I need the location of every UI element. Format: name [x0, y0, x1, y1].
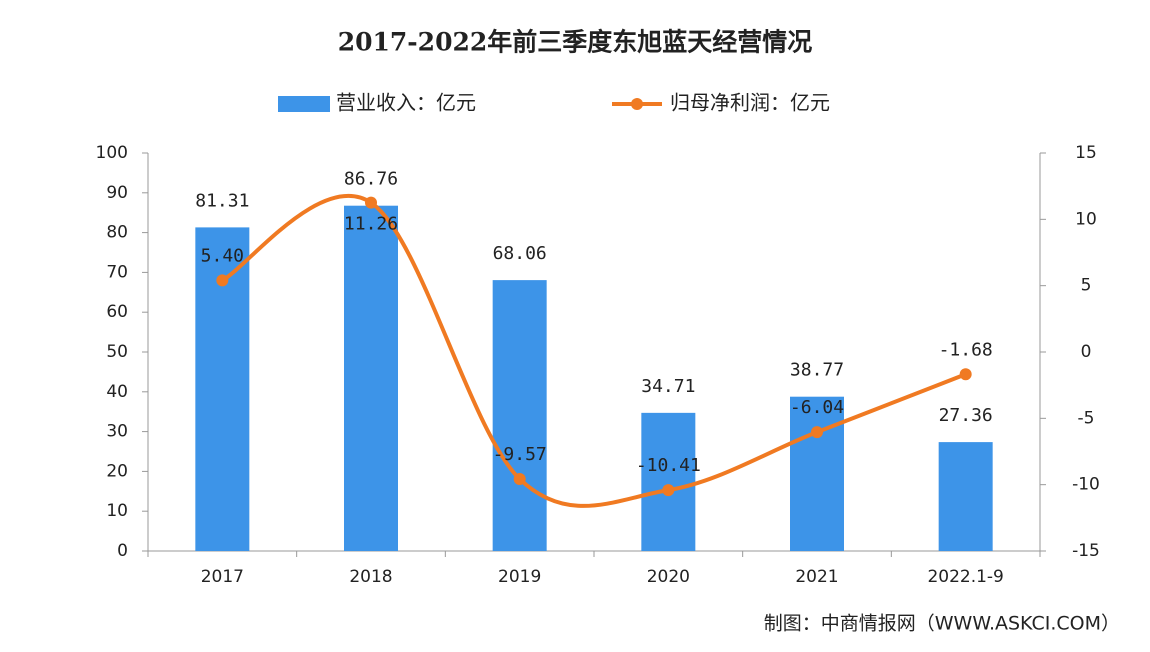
x-tick-label: 2017: [201, 567, 244, 587]
y2-tick-label: 15: [1075, 143, 1097, 163]
y-tick-label: 10: [106, 501, 128, 521]
bar-value-label: 81.31: [195, 190, 249, 211]
line-value-label: -10.41: [636, 455, 701, 476]
y-tick-label: 20: [106, 461, 128, 481]
bar-value-label: 68.06: [493, 243, 547, 264]
y2-tick-label: 0: [1081, 342, 1092, 362]
x-tick-label: 2020: [647, 567, 690, 587]
line-point: [513, 472, 526, 485]
line-value-label: -9.57: [493, 444, 547, 465]
y2-tick-label: -5: [1078, 408, 1095, 428]
bar: [641, 412, 696, 551]
line: [221, 193, 967, 508]
legend-label: 归母净利润：亿元: [670, 91, 830, 115]
line-value-label: -6.04: [790, 397, 844, 418]
legend-label: 营业收入：亿元: [336, 91, 476, 115]
bar: [938, 442, 993, 551]
line-point: [811, 426, 823, 439]
chart-title: 2017-2022年前三季度东旭蓝天经营情况: [338, 28, 813, 57]
x-tick-label: 2018: [349, 567, 392, 587]
y-tick-label: 30: [106, 422, 128, 442]
bar: [790, 396, 844, 551]
y2-tick-label: 5: [1081, 276, 1092, 296]
y-tick-label: 80: [106, 223, 128, 243]
line-value-label: -1.68: [939, 339, 993, 360]
x-tick-label: 2019: [498, 567, 541, 587]
bar: [344, 205, 398, 552]
line-value-label: 11.26: [344, 214, 398, 235]
line-point: [959, 368, 972, 381]
x-tick-label: 2021: [795, 567, 838, 587]
source: 制图：中商情报网（WWW.ASKCI.COM）: [764, 613, 1120, 635]
y2-tick-label: -15: [1072, 541, 1100, 561]
legend-swatch: [631, 98, 643, 110]
line-point: [662, 484, 675, 497]
y2-tick-label: 10: [1075, 209, 1097, 229]
y-tick-label: 90: [106, 183, 128, 203]
y-tick-label: 60: [106, 302, 128, 322]
y2-tick-label: -10: [1072, 475, 1100, 495]
y-tick-label: 70: [106, 262, 128, 282]
line-point: [365, 196, 377, 209]
line-point: [216, 274, 229, 287]
x-tick-label: 2022.1-9: [927, 567, 1003, 587]
y-tick-label: 50: [106, 342, 128, 362]
y-tick-label: 40: [106, 382, 128, 402]
bar-value-label: 38.77: [790, 360, 844, 381]
bar: [492, 280, 547, 551]
y-tick-label: 100: [96, 143, 128, 163]
bar-value-label: 86.76: [344, 169, 398, 190]
bar-value-label: 34.71: [641, 376, 695, 397]
y-tick-label: 0: [117, 541, 128, 561]
bar-value-label: 27.36: [939, 405, 993, 426]
line-value-label: 5.40: [201, 245, 244, 266]
legend-swatch: [278, 96, 330, 112]
